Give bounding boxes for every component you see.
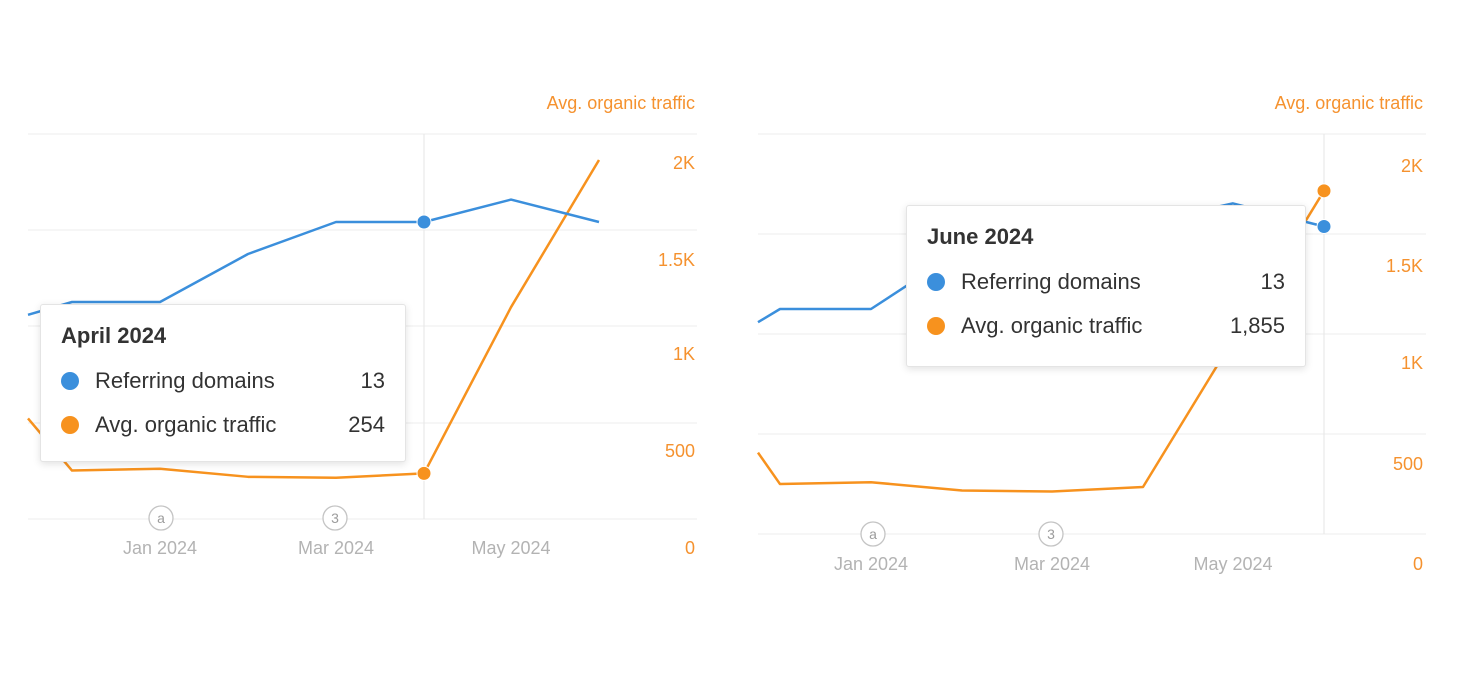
y2-tick: 0	[1413, 554, 1423, 574]
series-dot-icon	[927, 317, 945, 335]
tooltip-value: 254	[348, 412, 385, 437]
hover-point-avg-organic-traffic[interactable]	[1316, 183, 1332, 199]
series-line-referring-domains	[27, 198, 600, 317]
series-dot-icon	[927, 273, 945, 291]
x-axis-ticks: Jan 2024 Mar 2024 May 2024	[834, 554, 1273, 574]
series-dot-icon	[61, 416, 79, 434]
hover-point-avg-organic-traffic[interactable]	[416, 465, 432, 481]
hover-point-referring-domains[interactable]	[1316, 219, 1332, 234]
y2-axis-title: Avg. organic traffic	[1275, 93, 1423, 113]
y2-tick: 2K	[673, 153, 695, 173]
y2-tick: 500	[665, 441, 695, 461]
y2-tick: 2K	[1401, 156, 1423, 176]
y2-axis-title: Avg. organic traffic	[547, 93, 695, 113]
y2-tick: 1K	[673, 344, 695, 364]
tooltip-value: 13	[1260, 269, 1285, 294]
x-tick: Jan 2024	[123, 538, 197, 558]
series-dot-icon	[61, 372, 79, 390]
chart-tooltip: June 2024 Referring domains 13 Avg. orga…	[906, 205, 1306, 367]
svg-text:a: a	[157, 510, 165, 526]
x-tick: Mar 2024	[298, 538, 374, 558]
y2-tick: 1.5K	[658, 250, 695, 270]
y2-tick: 1.5K	[1386, 256, 1423, 276]
x-tick: May 2024	[471, 538, 550, 558]
series-line-avg-organic-traffic	[756, 190, 1326, 493]
x-tick: Jan 2024	[834, 554, 908, 574]
svg-text:3: 3	[331, 510, 339, 526]
x-tick: May 2024	[1193, 554, 1272, 574]
x-tick: Mar 2024	[1014, 554, 1090, 574]
series-line-avg-organic-traffic	[27, 159, 601, 479]
tooltip-label: Referring domains	[961, 269, 1141, 294]
tooltip-label: Avg. organic traffic	[95, 412, 277, 437]
annotation-marker[interactable]: a	[860, 521, 886, 547]
series-layer	[27, 159, 601, 481]
tooltip-row: Avg. organic traffic 1,855	[927, 304, 1285, 348]
tooltip-value: 1,855	[1229, 313, 1285, 338]
tooltip-row: Referring domains 13	[61, 359, 385, 403]
y2-tick: 500	[1393, 454, 1423, 474]
annotation-marker[interactable]: 3	[1038, 521, 1064, 547]
tooltip-label: Referring domains	[95, 368, 275, 393]
x-axis-ticks: Jan 2024 Mar 2024 May 2024	[123, 538, 551, 558]
y2-tick: 1K	[1401, 353, 1423, 373]
y2-axis-ticks: 0 500 1K 1.5K 2K	[1386, 156, 1423, 574]
chart-right: Avg. organic traffic 0 500 1K 1.5K 2K Ja…	[756, 93, 1426, 574]
tooltip-label: Avg. organic traffic	[961, 313, 1143, 338]
annotation-marker[interactable]: a	[148, 505, 174, 531]
hover-point-referring-domains[interactable]	[416, 214, 432, 230]
chart-tooltip: April 2024 Referring domains 13 Avg. org…	[40, 304, 406, 462]
tooltip-row: Avg. organic traffic 254	[61, 403, 385, 447]
annotation-marker[interactable]: 3	[322, 505, 348, 531]
tooltip-row: Referring domains 13	[927, 260, 1285, 304]
tooltip-value: 13	[360, 368, 385, 393]
tooltip-title: June 2024	[927, 224, 1034, 249]
y2-tick: 0	[685, 538, 695, 558]
svg-text:a: a	[869, 526, 877, 542]
svg-text:3: 3	[1047, 526, 1055, 542]
y2-axis-ticks: 0 500 1K 1.5K 2K	[658, 153, 695, 558]
tooltip-title: April 2024	[61, 323, 167, 348]
